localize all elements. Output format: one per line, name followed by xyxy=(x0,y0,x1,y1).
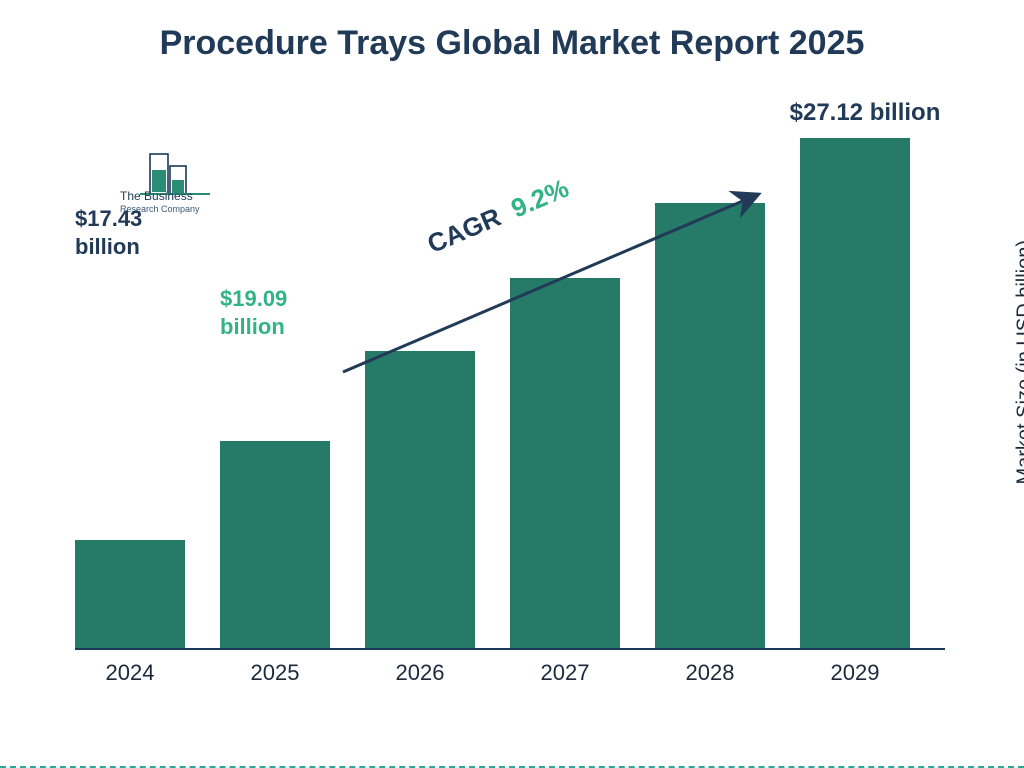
cagr-arrow xyxy=(335,180,775,380)
x-label-2027: 2027 xyxy=(510,660,620,686)
chart-area: 202420252026202720282029 $17.43 billion … xyxy=(75,120,945,690)
value-label-2024-unit: billion xyxy=(75,234,140,259)
value-label-2025-amount: $19.09 xyxy=(220,286,287,311)
x-label-2029: 2029 xyxy=(800,660,910,686)
page-root: Procedure Trays Global Market Report 202… xyxy=(0,0,1024,768)
x-label-2024: 2024 xyxy=(75,660,185,686)
value-label-2029: $27.12 billion xyxy=(765,98,965,128)
x-label-2025: 2025 xyxy=(220,660,330,686)
x-axis-baseline xyxy=(75,648,945,650)
value-label-2025: $19.09 billion xyxy=(220,285,340,340)
value-label-2024-amount: $17.43 xyxy=(75,206,142,231)
x-label-2026: 2026 xyxy=(365,660,475,686)
value-label-2025-unit: billion xyxy=(220,314,285,339)
bar-2025 xyxy=(220,441,330,648)
bar-2029 xyxy=(800,138,910,648)
value-label-2029-text: $27.12 billion xyxy=(790,99,941,126)
value-label-2024: $17.43 billion xyxy=(75,205,195,260)
x-label-2028: 2028 xyxy=(655,660,765,686)
bar-2024 xyxy=(75,540,185,648)
chart-title: Procedure Trays Global Market Report 202… xyxy=(0,24,1024,63)
bar-2026 xyxy=(365,351,475,648)
y-axis-label: Market Size (in USD billion) xyxy=(1014,240,1024,485)
